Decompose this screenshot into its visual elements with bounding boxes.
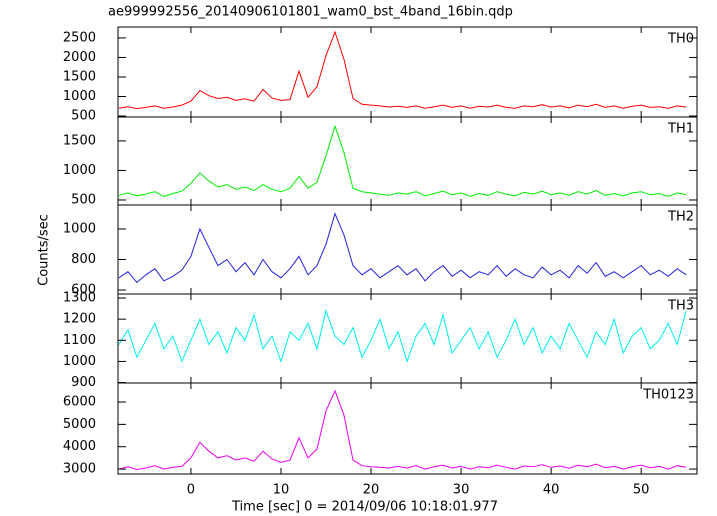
x-tick-label: 50 [633,483,650,498]
panel-frame [117,293,698,384]
panel-label: TH2 [667,210,694,225]
y-axis-label: Counts/sec [37,214,52,286]
y-tick-label: 1300 [63,291,96,306]
light-curve [118,124,687,197]
x-tick-label: 40 [543,483,560,498]
panel-label: TH3 [667,299,694,314]
y-tick-label: 4000 [63,439,96,454]
y-tick-label: 1100 [63,333,96,348]
y-tick-label: 1000 [63,89,96,104]
y-tick-label: 1500 [63,69,96,84]
panel-frame [117,116,698,206]
y-tick-label: 2500 [63,30,96,45]
x-tick-label: 20 [363,483,380,498]
x-tick-label: 10 [273,483,290,498]
panel-label: TH1 [667,122,694,137]
y-tick-label: 800 [71,252,96,267]
y-tick-label: 1200 [63,312,96,327]
chart-title: ae999992556_20140906101801_wam0_bst_4ban… [108,5,513,20]
panel-frame [117,26,698,118]
y-tick-label: 2000 [63,50,96,65]
y-tick-label: 1500 [63,133,96,148]
y-tick-label: 5000 [63,417,96,432]
y-tick-label: 500 [71,109,96,124]
y-tick-label: 6000 [63,395,96,410]
light-curve [118,389,687,471]
x-tick-label: 30 [453,483,470,498]
y-tick-label: 1000 [63,163,96,178]
light-curve [118,212,687,284]
y-tick-label: 500 [71,192,96,207]
light-curve [118,308,687,363]
y-tick-label: 1000 [63,354,96,369]
y-tick-label: 1000 [63,221,96,236]
x-axis-label: Time [sec] 0 = 2014/09/06 10:18:01.977 [231,500,498,515]
y-tick-label: 600 [71,283,96,298]
panel-frame [117,204,698,295]
y-tick-label: 900 [71,375,96,390]
panel-label: TH0 [667,32,694,47]
x-tick-label: 0 [187,483,195,498]
y-tick-label: 3000 [63,462,96,477]
light-curve [118,30,687,110]
panel-frame [117,382,698,475]
panel-label: TH0123 [642,388,694,403]
